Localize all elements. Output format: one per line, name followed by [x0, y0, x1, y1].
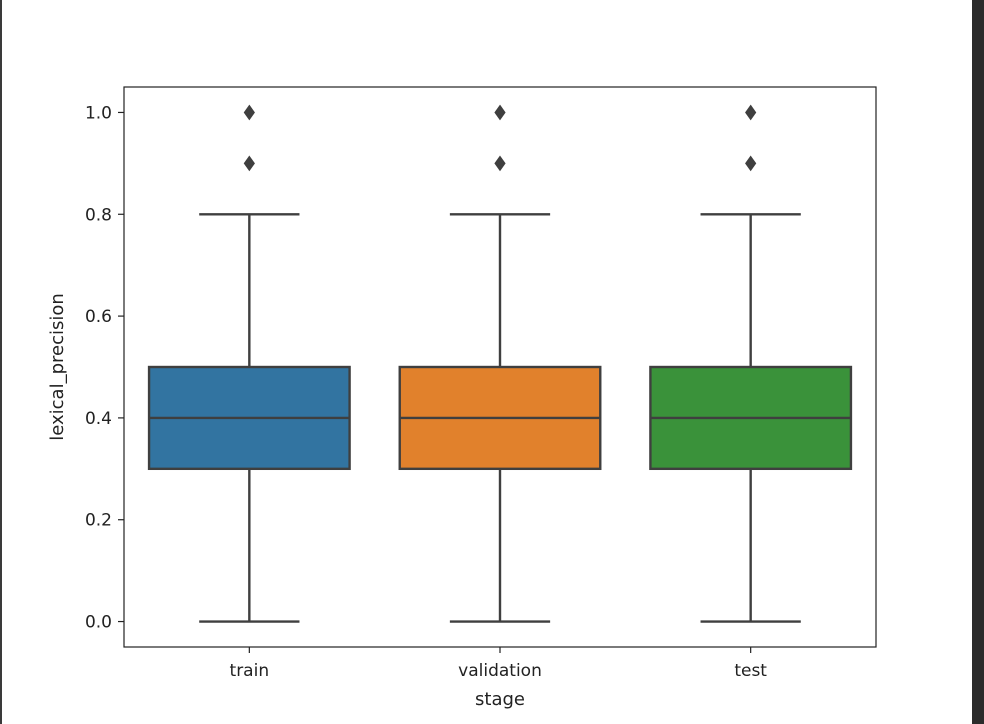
x-tick-label: validation [458, 661, 542, 681]
box-validation [398, 104, 602, 623]
x-tick-label: test [734, 661, 767, 681]
boxes-layer [147, 104, 853, 623]
x-axis: train validation test [230, 647, 767, 681]
outlier-point-train [243, 155, 255, 172]
x-axis-label: stage [475, 689, 525, 710]
y-tick-label: 0.6 [85, 307, 112, 327]
outlier-point-test [745, 104, 757, 121]
outlier-point-validation [494, 155, 506, 172]
y-tick-label: 0.4 [85, 409, 112, 429]
outlier-point-validation [494, 104, 506, 121]
box-test [649, 104, 853, 623]
y-tick-label: 1.0 [85, 103, 112, 123]
y-tick-label: 0.2 [85, 511, 112, 531]
box-train [147, 104, 351, 623]
y-axis-label: lexical_precision [47, 293, 68, 441]
y-axis: 0.0 0.2 0.4 0.6 0.8 1.0 [85, 103, 124, 633]
outlier-point-test [745, 155, 757, 172]
outlier-point-train [243, 104, 255, 121]
scrollbar-strip [972, 0, 984, 724]
x-tick-label: train [230, 661, 270, 681]
y-tick-label: 0.0 [85, 613, 112, 633]
y-tick-label: 0.8 [85, 205, 112, 225]
